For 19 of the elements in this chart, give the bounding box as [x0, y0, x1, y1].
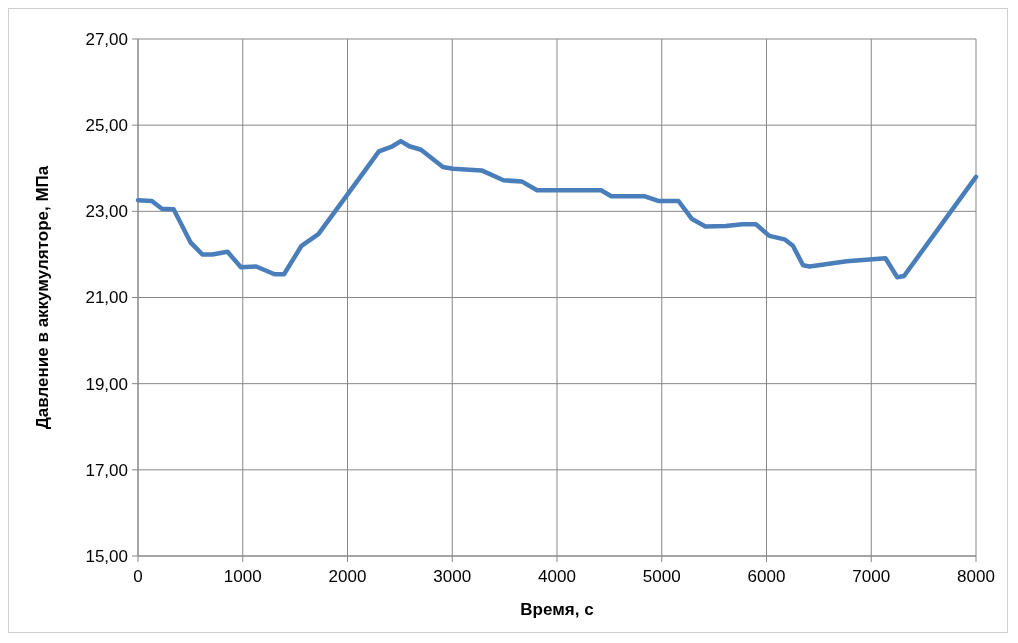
y-tick-label: 17,00 — [85, 460, 128, 480]
y-tick-label: 27,00 — [85, 29, 128, 49]
x-tick-label: 0 — [133, 567, 143, 586]
x-tick-label: 3000 — [433, 567, 472, 586]
x-tick-label: 5000 — [642, 567, 681, 586]
y-tick-label: 19,00 — [85, 374, 128, 394]
y-tick-label: 21,00 — [85, 288, 128, 308]
x-tick-label: 6000 — [747, 567, 786, 586]
y-tick-label: 25,00 — [85, 116, 128, 136]
x-axis-title: Время, с — [520, 600, 594, 619]
x-tick-label: 4000 — [538, 567, 576, 586]
x-tick-label: 1000 — [223, 567, 262, 586]
y-axis-title: Давление в аккумуляторе, МПа — [33, 165, 52, 430]
x-tick-label: 8000 — [957, 567, 995, 586]
x-tick-label: 2000 — [328, 567, 367, 586]
x-tick-label: 7000 — [852, 567, 891, 586]
line-series — [135, 138, 979, 280]
y-tick-label: 15,00 — [85, 546, 128, 566]
y-tick-label: 23,00 — [85, 202, 128, 222]
